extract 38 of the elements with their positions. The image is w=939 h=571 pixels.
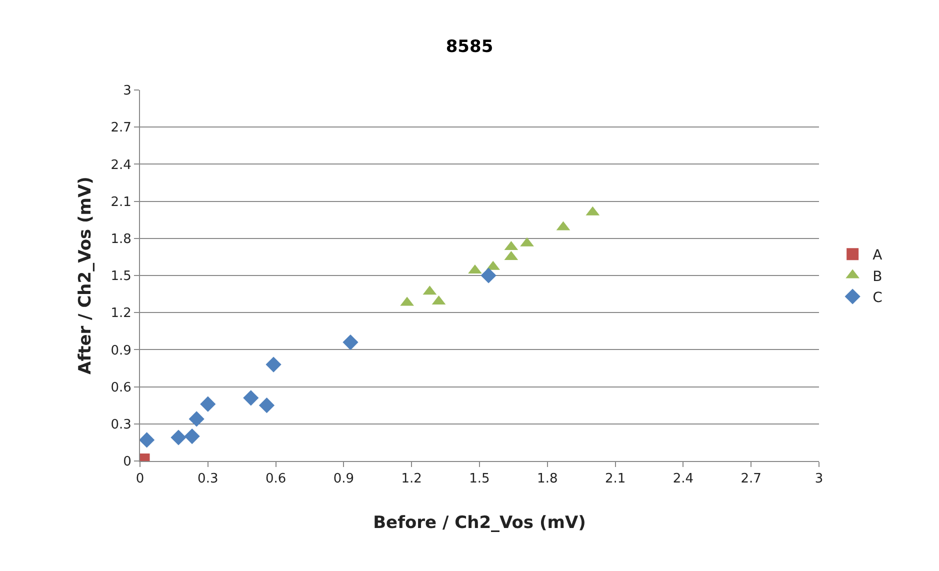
point [480,268,496,284]
y-tick-label: 1.8 [110,232,132,247]
point [342,334,358,350]
point [258,398,275,414]
x-tick-label: 0.9 [333,472,354,487]
legend-label: A [872,248,883,264]
y-tick-label: 0.3 [110,417,132,432]
y-tick-label: 2.7 [110,120,132,136]
point [200,396,216,412]
y-tick-label: 3 [123,84,132,99]
legend-label: B [872,268,882,285]
x-tick-label: 2.7 [740,472,762,487]
legend-label: C [872,290,883,306]
point [140,432,155,448]
point [266,356,282,372]
x-axis-title: Before / Ch2_Vos (mV) [373,513,586,533]
x-tick-label: 2.4 [672,472,694,487]
y-axis-title: After / Ch2_Vos (mV) [75,176,96,374]
chart-title: 8585 [446,36,494,57]
x-tick-label: 1.5 [469,472,490,487]
y-tick-label: 0.9 [110,343,132,358]
x-tick-label: 1.8 [537,472,558,487]
x-tick-label: 3 [814,472,824,487]
x-tick-label: 1.2 [401,472,422,487]
x-tick-label: 0 [136,472,144,487]
y-tick-label: 0 [123,454,132,470]
y-tick-label: 0.6 [110,380,132,396]
point [188,411,204,427]
point [170,430,186,446]
point [184,428,200,444]
y-tick-label: 1.5 [110,269,132,284]
y-tick-label: 2.1 [110,194,132,210]
point [243,390,259,406]
x-tick-label: 2.1 [604,472,626,487]
y-tick-label: 1.2 [110,306,132,322]
y-tick-label: 2.4 [110,158,132,173]
x-tick-label: 0.3 [198,472,218,487]
x-tick-label: 0.6 [265,472,286,487]
